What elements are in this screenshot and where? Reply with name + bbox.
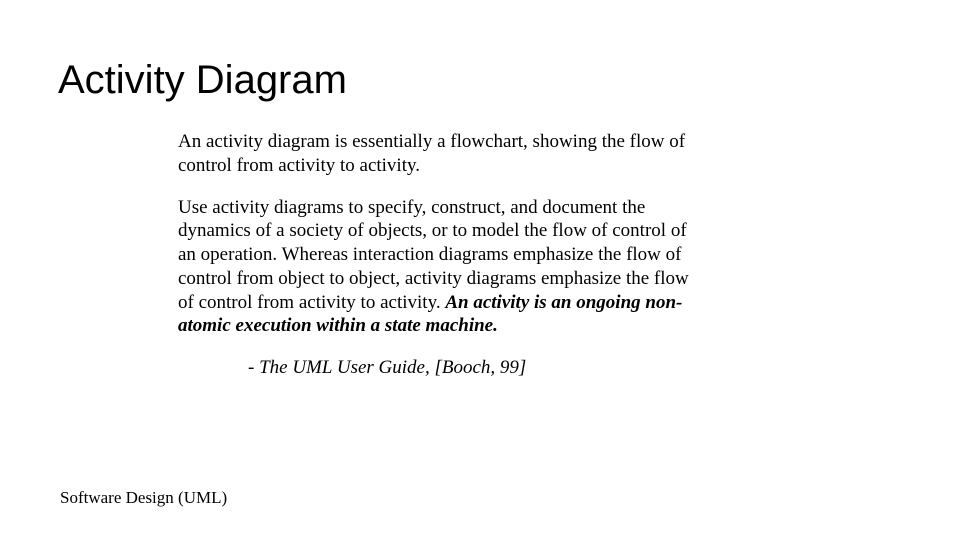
paragraph-1: An activity diagram is essentially a flo… <box>178 130 708 178</box>
paragraph-2: Use activity diagrams to specify, constr… <box>178 196 708 339</box>
citation: - The UML User Guide, [Booch, 99] <box>248 356 708 380</box>
slide-body: An activity diagram is essentially a flo… <box>178 130 708 380</box>
slide: Activity Diagram An activity diagram is … <box>0 0 960 540</box>
slide-footer: Software Design (UML) <box>60 488 227 508</box>
slide-title: Activity Diagram <box>58 58 347 102</box>
